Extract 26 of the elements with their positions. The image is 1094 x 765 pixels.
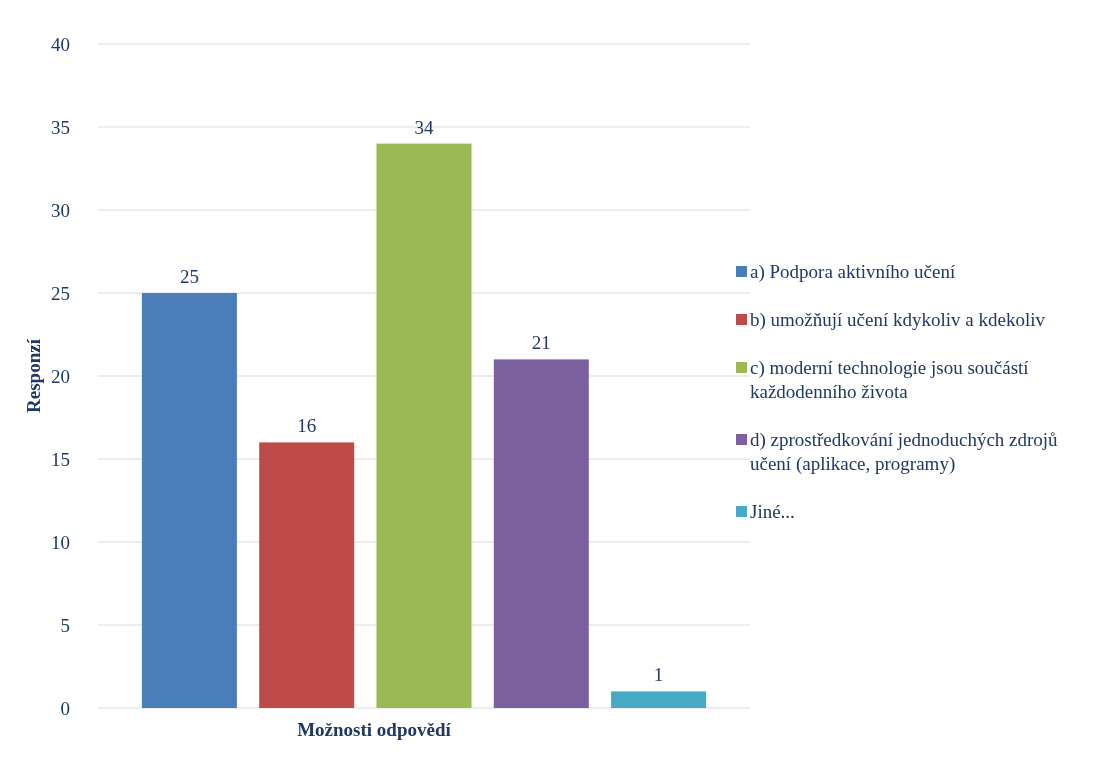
bar <box>259 442 355 708</box>
data-label: 16 <box>297 415 317 437</box>
legend-label: c) moderní technologie jsou součástí každodenního života <box>750 357 1030 402</box>
y-tick-label: 10 <box>51 531 70 553</box>
x-axis-title: Možnosti odpovědí <box>297 719 452 740</box>
bar <box>141 293 237 708</box>
data-label: 34 <box>414 116 434 138</box>
legend-label: d) zprostředkování jednoduchých zdrojů učení (aplikace, programy) <box>750 429 1059 475</box>
y-tick-label: 0 <box>60 697 70 719</box>
data-label: 21 <box>531 332 551 354</box>
y-tick-label: 30 <box>51 199 70 221</box>
legend-label: b) umožňují učení kdykoliv a kdekoliv <box>750 309 1046 331</box>
y-tick-label: 35 <box>51 116 70 138</box>
bar <box>493 359 589 708</box>
data-label: 1 <box>653 664 664 686</box>
y-axis-title: Responzí <box>23 338 44 413</box>
legend-label: Jiné... <box>750 501 795 522</box>
y-tick-label: 40 <box>51 33 70 55</box>
y-tick-label: 25 <box>51 282 70 304</box>
legend-label: a) Podpora aktivního učení <box>750 261 956 283</box>
data-label: 25 <box>179 266 199 287</box>
y-tick-label: 5 <box>60 614 70 636</box>
bar <box>611 691 707 708</box>
bar <box>376 143 472 708</box>
y-tick-label: 15 <box>51 448 70 470</box>
y-tick-label: 20 <box>51 365 70 387</box>
